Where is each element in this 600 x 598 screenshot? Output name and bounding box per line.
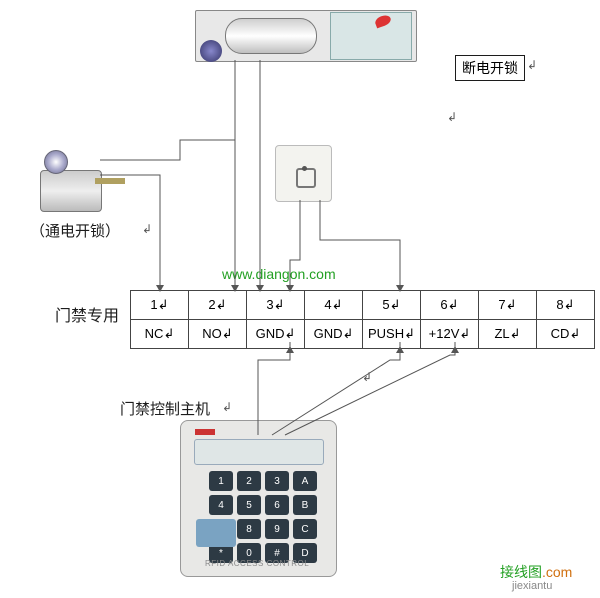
strike-lock-label: （通电开锁） [30,220,120,241]
diagram-stage: { "canvas": { "width": 600, "height": 59… [0,0,600,598]
terminal-side-label: 门禁专用 [55,302,119,326]
para-mark: ↲ [142,222,152,236]
watermark-bottom-a: 接线图 [500,564,542,580]
term-col-8: 8↲ [537,291,595,320]
term-pin-12v: +12V↲ [421,320,479,349]
keypad-key: 2 [237,471,261,491]
para-mark: ↲ [527,58,537,72]
term-pin-push: PUSH↲ [363,320,421,349]
term-pin-zl: ZL↲ [479,320,537,349]
keypad-footer-text: RFID ACCESS CONTROL [205,559,309,568]
exit-button-key-icon [302,166,307,171]
term-col-5: 5↲ [363,291,421,320]
keypad-key: C [293,519,317,539]
term-col-2: 2↲ [189,291,247,320]
keypad-frame: 1 2 3 A 4 5 6 B 7 8 9 C * 0 # D RFID ACC… [180,420,337,577]
term-col-7: 7↲ [479,291,537,320]
strike-lock-base [40,170,102,212]
bolt-lock-pcb [330,12,412,60]
keypad-grid: 1 2 3 A 4 5 6 B 7 8 9 C * 0 # D [209,471,317,563]
bolt-lock-label: 断电开锁 [455,55,525,81]
term-col-4: 4↲ [305,291,363,320]
strike-lock-knob [44,150,68,174]
watermark-bottom-sub: jiexiantu [512,580,552,592]
para-mark: ↲ [447,110,457,124]
term-pin-no: NO↲ [189,320,247,349]
keypad-key: B [293,495,317,515]
exit-button-device [275,145,332,202]
table-row: NC↲ NO↲ GND↲ GND↲ PUSH↲ +12V↲ ZL↲ CD↲ [131,320,595,349]
watermark-center: www.diangon.com [222,266,336,282]
term-pin-nc: NC↲ [131,320,189,349]
term-pin-cd: CD↲ [537,320,595,349]
keypad-key: 4 [209,495,233,515]
keypad-caption: 门禁控制主机 [120,398,210,419]
keypad-key: 8 [237,519,261,539]
bolt-lock-cylinder [225,18,317,54]
term-col-6: 6↲ [421,291,479,320]
keypad-key: A [293,471,317,491]
para-mark: ↲ [222,400,232,414]
term-col-1: 1↲ [131,291,189,320]
watermark-bottom: 接线图.com [500,562,572,582]
keypad-key: 9 [265,519,289,539]
bolt-lock-cap [200,40,222,62]
keypad-key: 3 [265,471,289,491]
terminal-table: 1↲ 2↲ 3↲ 4↲ 5↲ 6↲ 7↲ 8↲ NC↲ NO↲ GND↲ GND… [130,290,595,349]
keypad-rfid-pad [196,519,236,547]
keypad-key: 1 [209,471,233,491]
keypad-key: 6 [265,495,289,515]
keypad-brand-bar [195,429,215,435]
table-row: 1↲ 2↲ 3↲ 4↲ 5↲ 6↲ 7↲ 8↲ [131,291,595,320]
para-mark: ↲ [362,370,372,384]
keypad-key: 5 [237,495,261,515]
strike-lock-arm [95,178,125,184]
term-pin-gnd1: GND↲ [247,320,305,349]
term-pin-gnd2: GND↲ [305,320,363,349]
watermark-bottom-b: .com [542,564,572,580]
strike-lock [40,150,120,210]
term-col-3: 3↲ [247,291,305,320]
keypad-screen [194,439,324,465]
